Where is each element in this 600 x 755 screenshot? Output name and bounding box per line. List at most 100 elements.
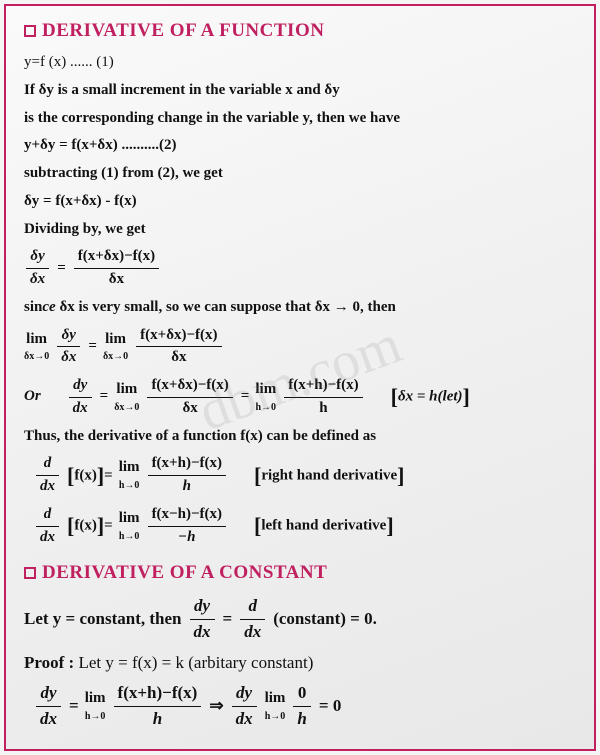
- heading-derivative-function: DERIVATIVE OF A FUNCTION: [24, 20, 576, 42]
- lhd: left hand derivative: [261, 517, 386, 533]
- lim-sub: δx→0: [103, 350, 128, 365]
- limit: lim h→0: [85, 688, 106, 724]
- num: f(x+h)−f(x): [114, 681, 202, 707]
- frac: δy δx: [57, 325, 80, 370]
- text-line: Thus, the derivative of a function f(x) …: [24, 426, 576, 448]
- den: δx: [74, 269, 159, 291]
- num: δy: [57, 325, 80, 348]
- frac: δy δx: [26, 246, 49, 291]
- lim-sub: δx→0: [24, 350, 49, 365]
- num: d: [36, 504, 59, 527]
- lim-sub: h→0: [255, 401, 276, 416]
- den: δx: [147, 398, 232, 420]
- limit: lim h→0: [119, 457, 140, 493]
- num: dy: [36, 681, 61, 707]
- den: dx: [69, 398, 92, 420]
- eq-rhd: d dx [f(x)]= lim h→0 f(x+h)−f(x) h [righ…: [34, 453, 576, 498]
- num: dy: [190, 594, 215, 620]
- frac: dy dx: [190, 594, 215, 644]
- or: Or: [24, 386, 41, 408]
- heading-text: DERIVATIVE OF A CONSTANT: [42, 562, 327, 583]
- limit: lim δx→0: [114, 379, 139, 415]
- proof-line: Proof : Let y = f(x) = k (arbitary const…: [24, 651, 576, 676]
- num: d: [36, 453, 59, 476]
- num: 0: [293, 681, 310, 707]
- equals: =: [223, 607, 233, 632]
- frac: d dx: [240, 594, 265, 644]
- eq-2: y+δy = f(x+δx) ..........(2): [24, 135, 576, 157]
- limit: lim h→0: [265, 688, 286, 724]
- frac: f(x+h)−f(x) h: [114, 681, 202, 731]
- equals: =: [241, 386, 250, 408]
- heading-text: DERIVATIVE OF A FUNCTION: [42, 20, 324, 41]
- frac: d dx: [36, 504, 59, 549]
- eq-diff: δy = f(x+δx) - f(x): [24, 191, 576, 213]
- note: [left hand derivative]: [254, 510, 394, 542]
- t: δx is very small, so we can suppose that…: [56, 299, 396, 315]
- den: h: [293, 707, 310, 732]
- num: f(x+δx)−f(x): [74, 246, 159, 269]
- eq-lhd: d dx [f(x)]= lim h→0 f(x−h)−f(x) −h [lef…: [34, 504, 576, 549]
- bracket: [f(x)]=: [67, 460, 113, 492]
- limit: lim δx→0: [24, 329, 49, 365]
- frac: dy dx: [69, 375, 92, 420]
- const-line-1: Let y = constant, then dy dx = d dx (con…: [24, 594, 576, 644]
- num: f(x+h)−f(x): [148, 453, 226, 476]
- text-line: subtracting (1) from (2), we get: [24, 163, 576, 185]
- t: Let y = f(x) = k (arbitary constant): [74, 653, 313, 672]
- t: = 0: [319, 694, 341, 719]
- eq-fraction-1: δy δx = f(x+δx)−f(x) δx: [24, 246, 576, 291]
- lim-sub: h→0: [119, 530, 140, 545]
- t: sin: [24, 299, 42, 315]
- text-line: Dividing by, we get: [24, 219, 576, 241]
- lim: lim: [85, 688, 106, 710]
- proof-label: Proof :: [24, 653, 74, 672]
- eq-limit-1: lim δx→0 δy δx = lim δx→0 f(x+δx)−f(x) δ…: [24, 325, 576, 370]
- lim: lim: [114, 379, 139, 401]
- limit: lim h→0: [119, 508, 140, 544]
- text-line: is the corresponding change in the varia…: [24, 108, 576, 130]
- den: dx: [232, 707, 257, 732]
- den: dx: [240, 620, 265, 645]
- page: dbm.com DERIVATIVE OF A FUNCTION y=f (x)…: [4, 4, 596, 751]
- proof-eq: dy dx = lim h→0 f(x+h)−f(x) h ⇒ dy dx li…: [34, 681, 576, 731]
- frac: dy dx: [232, 681, 257, 731]
- den: δx: [26, 269, 49, 291]
- lim-sub: h→0: [265, 710, 286, 725]
- text-line: If δy is a small increment in the variab…: [24, 80, 576, 102]
- frac: f(x+δx)−f(x) δx: [74, 246, 159, 291]
- num: f(x+δx)−f(x): [136, 325, 221, 348]
- frac: f(x+h)−f(x) h: [148, 453, 226, 498]
- lim-sub: h→0: [119, 479, 140, 494]
- t: Let y = constant, then: [24, 607, 182, 632]
- note: [right hand derivative]: [254, 460, 405, 492]
- eq-1: y=f (x) ...... (1): [24, 52, 576, 74]
- num: δy: [26, 246, 49, 269]
- fx: f(x): [74, 517, 97, 533]
- note: [δx = h(let)]: [391, 381, 470, 413]
- lim: lim: [119, 457, 140, 479]
- den: dx: [36, 527, 59, 549]
- lim-sub: h→0: [85, 710, 106, 725]
- lim: lim: [265, 688, 286, 710]
- num: dy: [232, 681, 257, 707]
- lim: lim: [24, 329, 49, 351]
- arrow-icon: ⇒: [209, 694, 223, 719]
- den: dx: [190, 620, 215, 645]
- fx: f(x): [74, 467, 97, 483]
- bullet-icon: [24, 567, 36, 579]
- den: dx: [36, 476, 59, 498]
- den: h: [148, 476, 226, 498]
- num: f(x+h)−f(x): [284, 375, 362, 398]
- den: −h: [148, 527, 226, 549]
- frac: dy dx: [36, 681, 61, 731]
- frac: 0 h: [293, 681, 310, 731]
- frac: f(x+h)−f(x) h: [284, 375, 362, 420]
- den: δx: [136, 347, 221, 369]
- lim: lim: [255, 379, 276, 401]
- lim-sub: δx→0: [114, 401, 139, 416]
- t: (constant) = 0.: [273, 607, 377, 632]
- den: h: [284, 398, 362, 420]
- note-text: δx = h(let): [398, 389, 463, 405]
- frac: f(x+δx)−f(x) δx: [147, 375, 232, 420]
